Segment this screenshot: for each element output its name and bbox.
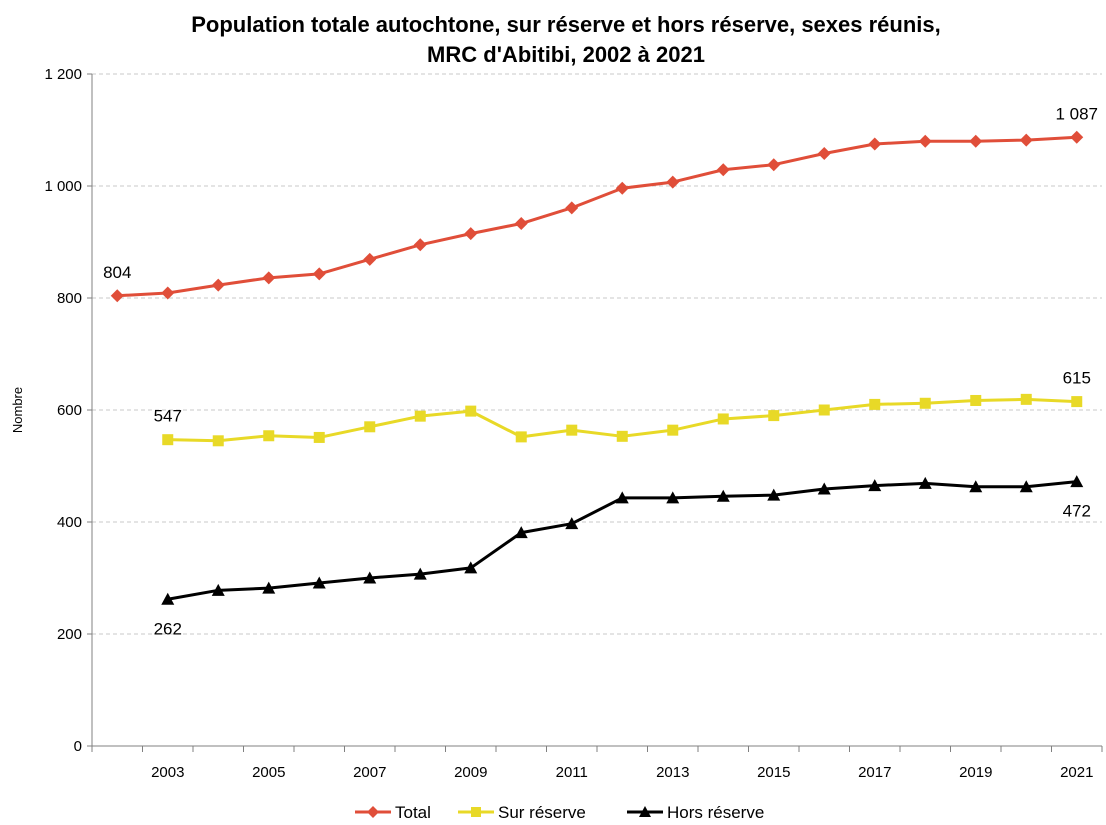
- data-point: [869, 398, 881, 410]
- data-label: 547: [154, 407, 182, 426]
- series-group: [110, 130, 1084, 605]
- data-label: 1 087: [1055, 104, 1098, 123]
- data-point: [161, 286, 175, 300]
- series-line: [117, 135, 1077, 298]
- data-point: [566, 424, 578, 436]
- data-point: [263, 430, 275, 442]
- data-point: [212, 435, 224, 447]
- data-point: [464, 227, 478, 241]
- data-point: [918, 134, 932, 148]
- chart-title-line2: MRC d'Abitibi, 2002 à 2021: [427, 42, 705, 67]
- data-point: [767, 158, 781, 172]
- data-point: [969, 134, 983, 148]
- legend-label: Total: [395, 803, 431, 822]
- x-tick-label: 2019: [959, 764, 992, 781]
- data-point: [919, 397, 931, 409]
- y-tick-label: 0: [74, 738, 82, 755]
- data-point: [414, 410, 426, 422]
- chart-title-line1: Population totale autochtone, sur réserv…: [191, 12, 941, 37]
- x-tick-label: 2009: [454, 764, 487, 781]
- data-point: [768, 410, 780, 422]
- legend: Total Sur réserve Hors réserve: [355, 803, 764, 822]
- data-point: [1071, 396, 1083, 408]
- legend-label: Sur réserve: [498, 803, 586, 822]
- y-tick-label: 1 200: [44, 66, 82, 83]
- y-tick-label: 800: [57, 290, 82, 307]
- data-point: [868, 137, 882, 151]
- data-point: [817, 147, 831, 161]
- data-point: [1070, 130, 1084, 144]
- x-tick-label: 2021: [1060, 764, 1093, 781]
- data-point: [363, 252, 377, 266]
- data-labels: 804 1 087 547 615 262 472: [103, 104, 1098, 638]
- data-point: [413, 238, 427, 252]
- legend-label: Hors réserve: [667, 803, 764, 822]
- data-point: [1020, 393, 1032, 405]
- data-point: [1019, 480, 1033, 493]
- data-label: 472: [1063, 502, 1091, 521]
- data-point: [312, 267, 326, 281]
- data-point: [313, 431, 325, 443]
- data-point: [615, 181, 629, 195]
- data-point: [367, 806, 379, 818]
- data-point: [868, 479, 882, 492]
- data-point: [161, 592, 175, 605]
- data-label: 804: [103, 263, 131, 282]
- data-point: [262, 271, 276, 285]
- data-point: [465, 405, 477, 417]
- data-point: [515, 431, 527, 443]
- data-point: [639, 806, 651, 817]
- data-point: [162, 434, 174, 446]
- data-point: [918, 476, 932, 489]
- x-tick-label: 2017: [858, 764, 891, 781]
- y-axis-label: Nombre: [10, 387, 25, 433]
- data-point: [666, 491, 680, 504]
- data-point: [817, 482, 831, 495]
- data-point: [464, 561, 478, 574]
- data-label: 615: [1063, 369, 1091, 388]
- data-point: [312, 576, 326, 589]
- x-tick-label: 2011: [556, 764, 588, 781]
- x-tick-label: 2013: [656, 764, 689, 781]
- data-point: [211, 278, 225, 292]
- data-point: [616, 430, 628, 442]
- data-point: [667, 424, 679, 436]
- x-tick-label: 2007: [353, 764, 386, 781]
- data-point: [767, 488, 781, 501]
- data-point: [110, 289, 124, 303]
- data-point: [471, 807, 481, 817]
- data-point: [970, 394, 982, 406]
- data-point: [716, 163, 730, 177]
- x-tick-label: 2005: [252, 764, 285, 781]
- data-point: [514, 526, 528, 539]
- y-tick-label: 1 000: [44, 178, 82, 195]
- data-point: [1070, 475, 1084, 488]
- data-point: [969, 480, 983, 493]
- data-point: [1019, 133, 1033, 147]
- data-label: 262: [154, 619, 182, 638]
- data-point: [262, 581, 276, 594]
- y-tick-label: 200: [57, 626, 82, 643]
- data-point: [818, 404, 830, 416]
- grid: [92, 73, 1102, 635]
- data-point: [565, 517, 579, 530]
- data-point: [364, 421, 376, 433]
- data-point: [716, 489, 730, 502]
- data-point: [211, 583, 225, 596]
- data-point: [514, 217, 528, 231]
- y-tick-label: 400: [57, 514, 82, 531]
- data-point: [666, 175, 680, 189]
- x-tick-label: 2003: [151, 764, 184, 781]
- x-tick-label: 2015: [757, 764, 790, 781]
- data-point: [615, 491, 629, 504]
- data-point: [413, 567, 427, 580]
- y-tick-label: 600: [57, 402, 82, 419]
- data-point: [717, 413, 729, 425]
- axes: 0 200 400 600 800 1 000 1 200 2003 2005 2007 2009 2…: [44, 66, 1103, 781]
- data-point: [565, 201, 579, 215]
- data-point: [363, 571, 377, 584]
